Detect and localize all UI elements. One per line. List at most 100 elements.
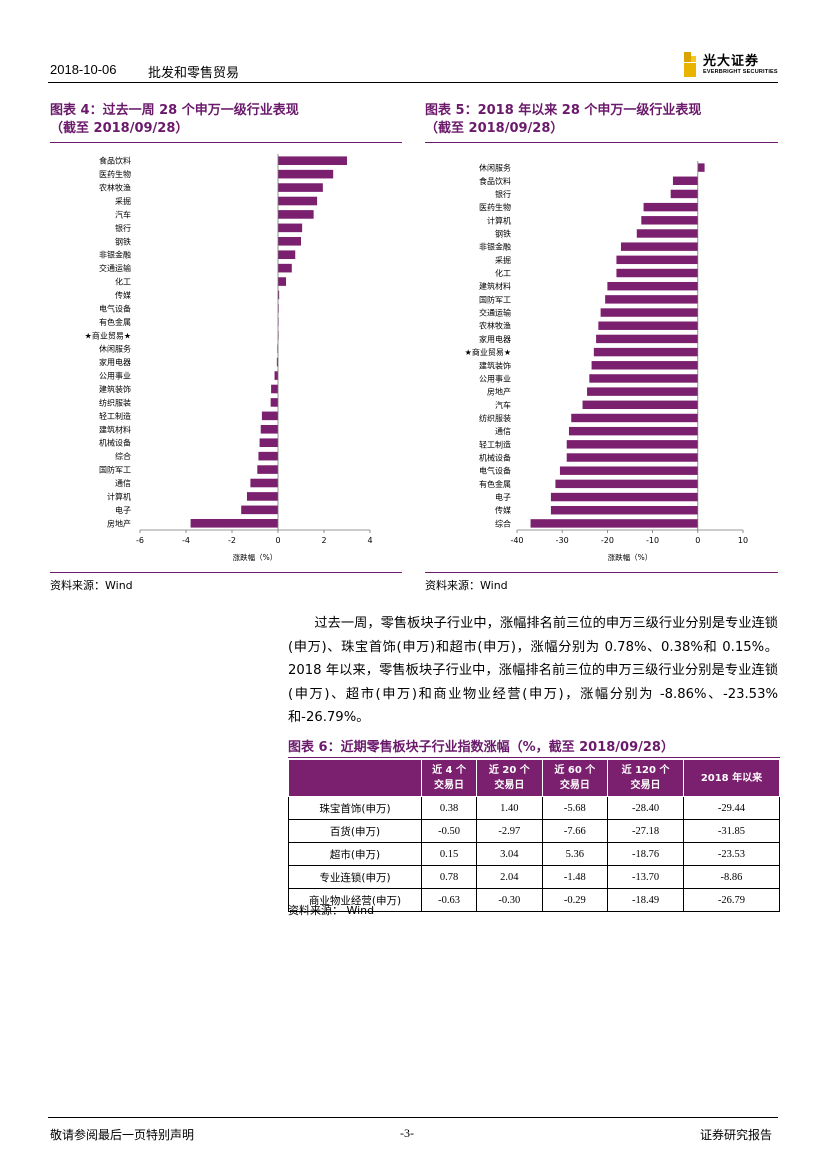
fig5-bar — [672, 176, 698, 185]
fig4-category-label: 公用事业 — [99, 371, 131, 381]
table-cell: -8.86 — [682, 865, 781, 889]
header-sector: 批发和零售贸易 — [148, 66, 240, 81]
fig4-bar — [278, 183, 323, 192]
fig4-category-label: 采掘 — [115, 196, 131, 206]
fig4-bar — [278, 196, 318, 206]
fig5-category-label: 非银金融 — [479, 242, 511, 252]
fig4-category-label: 建筑装饰 — [99, 384, 131, 394]
footer-page-number: -3- — [400, 1126, 414, 1140]
table-header-ytd: 2018 年以来 — [682, 759, 781, 797]
table-cell: -13.70 — [607, 865, 684, 889]
fig4-category-label: 房地产 — [107, 518, 131, 528]
table-cell: -29.44 — [682, 796, 781, 820]
fig5-bar — [636, 229, 698, 238]
fig5-bar — [593, 347, 698, 357]
table-header-60d: 近 60 个交易日 — [541, 759, 609, 797]
fig4-bar — [260, 424, 278, 434]
fig5-x-tick-label: 10 — [738, 536, 748, 545]
fig5-bar — [670, 189, 698, 199]
fig4-x-tick-label: -2 — [228, 536, 236, 545]
fig4-category-label: 有色金属 — [99, 317, 131, 327]
fig5-category-label: 纺织服装 — [479, 413, 511, 423]
fig4-bar — [270, 398, 278, 407]
fig5-title-rule — [425, 142, 778, 143]
fig5-x-tick-label: -10 — [646, 536, 659, 545]
footer-disclaimer: 敬请参阅最后一页特别声明 — [50, 1128, 195, 1142]
fig5-bar — [616, 255, 698, 265]
footer-rule — [48, 1117, 778, 1118]
fig5-bar — [600, 308, 698, 317]
fig5-category-label: 机械设备 — [479, 453, 511, 463]
header-date: 2018-10-06 — [50, 62, 117, 77]
fig4-bar — [258, 451, 278, 461]
fig4-category-label: 电气设备 — [99, 303, 131, 313]
table-cell: 商业物业经营(申万) — [288, 888, 422, 912]
fig5-category-label: 休闲服务 — [479, 163, 511, 173]
fig4-category-label: 国防军工 — [99, 465, 131, 475]
table-cell: -23.53 — [682, 842, 781, 866]
retail-index-table: 近 4 个交易日 近 20 个交易日 近 60 个交易日 近 120 个交易日 … — [288, 759, 781, 912]
fig5-bar — [587, 387, 698, 396]
fig4-bar — [246, 492, 278, 501]
brand-logo: 光大证券 EVERBRIGHT SECURITIES — [683, 50, 779, 80]
brand-name-en: EVERBRIGHT SECURITIES — [703, 69, 778, 75]
brand-name-cn: 光大证券 — [703, 54, 760, 69]
fig5-category-label: 计算机 — [487, 215, 511, 225]
fig4-category-label: 汽车 — [115, 209, 131, 219]
table-row: 超市(申万) 0.15 3.04 5.36 -18.76 -23.53 — [288, 842, 781, 866]
fig5-bar — [589, 374, 698, 383]
fig4-x-tick-label: 4 — [367, 536, 372, 545]
fig4-category-label: 交通运输 — [99, 263, 131, 273]
fig5-category-label: 有色金属 — [479, 479, 511, 489]
fig5-category-label: 综合 — [495, 518, 511, 528]
fig5-bar — [530, 519, 698, 528]
table-cell: 0.38 — [420, 796, 478, 820]
fig4-category-label: 通信 — [115, 478, 131, 488]
fig4-category-label: 化工 — [115, 277, 131, 287]
fig5-bar — [596, 334, 698, 344]
table-row: 商业物业经营(申万) -0.63 -0.30 -0.29 -18.49 -26.… — [288, 888, 781, 912]
table-row: 百货(申万) -0.50 -2.97 -7.66 -27.18 -31.85 — [288, 819, 781, 843]
table-header-4d: 近 4 个交易日 — [420, 759, 478, 797]
fig5-bar — [555, 479, 698, 489]
fig4-category-label: 休闲服务 — [99, 344, 131, 354]
fig5-bar-chart: 休闲服务食品饮料银行医药生物计算机钢铁非银金融采掘化工建筑材料国防军工交通运输农… — [465, 161, 748, 562]
table-cell: -26.79 — [682, 888, 781, 912]
fig4-bar — [261, 411, 278, 421]
fig5-category-label: 家用电器 — [479, 334, 511, 344]
fig4-bar — [271, 384, 278, 394]
table-cell: -0.63 — [420, 888, 478, 912]
fig5-title-line1: 图表 5：2018 年以来 28 个申万一级行业表现 — [425, 103, 702, 118]
fig5-bar — [566, 440, 698, 449]
table-cell: 3.04 — [476, 842, 543, 866]
table-source: 资料来源： Wind — [288, 904, 375, 917]
fig4-category-label: 建筑材料 — [99, 424, 131, 434]
fig4-bar — [276, 357, 278, 367]
fig5-category-label: 钢铁 — [495, 228, 511, 238]
fig4-bar — [278, 263, 292, 273]
fig4-category-label: ★商业贸易★ — [85, 330, 131, 340]
fig4-x-tick-label: -6 — [136, 536, 144, 545]
fig4-bar — [278, 169, 334, 179]
table-cell: 超市(申万) — [288, 842, 422, 866]
fig5-category-label: 交通运输 — [479, 308, 511, 318]
fig4-bottom-rule — [50, 572, 402, 573]
table-cell: -18.76 — [607, 842, 684, 866]
table-cell: -31.85 — [682, 819, 781, 843]
fig4-bar — [278, 156, 347, 166]
table-cell: -2.97 — [476, 819, 543, 843]
table-cell: -27.18 — [607, 819, 684, 843]
fig5-category-label: ★商业贸易★ — [465, 347, 511, 357]
fig5-category-label: 汽车 — [495, 400, 511, 410]
fig4-category-label: 计算机 — [107, 491, 131, 501]
fig5-category-label: 国防军工 — [479, 294, 511, 304]
fig5-category-label: 房地产 — [487, 387, 511, 397]
fig5-category-label: 建筑材料 — [479, 281, 511, 291]
fig5-bar — [566, 453, 698, 462]
fig4-bar — [278, 277, 287, 286]
fig5-bar — [607, 281, 698, 291]
fig4-title: 图表 4：过去一周 28 个申万一级行业表现 （截至 2018/09/28） — [50, 102, 299, 138]
fig4-category-label: 轻工制造 — [99, 411, 131, 421]
fig4-x-tick-label: -4 — [182, 536, 190, 545]
fig4-bar — [278, 223, 303, 233]
